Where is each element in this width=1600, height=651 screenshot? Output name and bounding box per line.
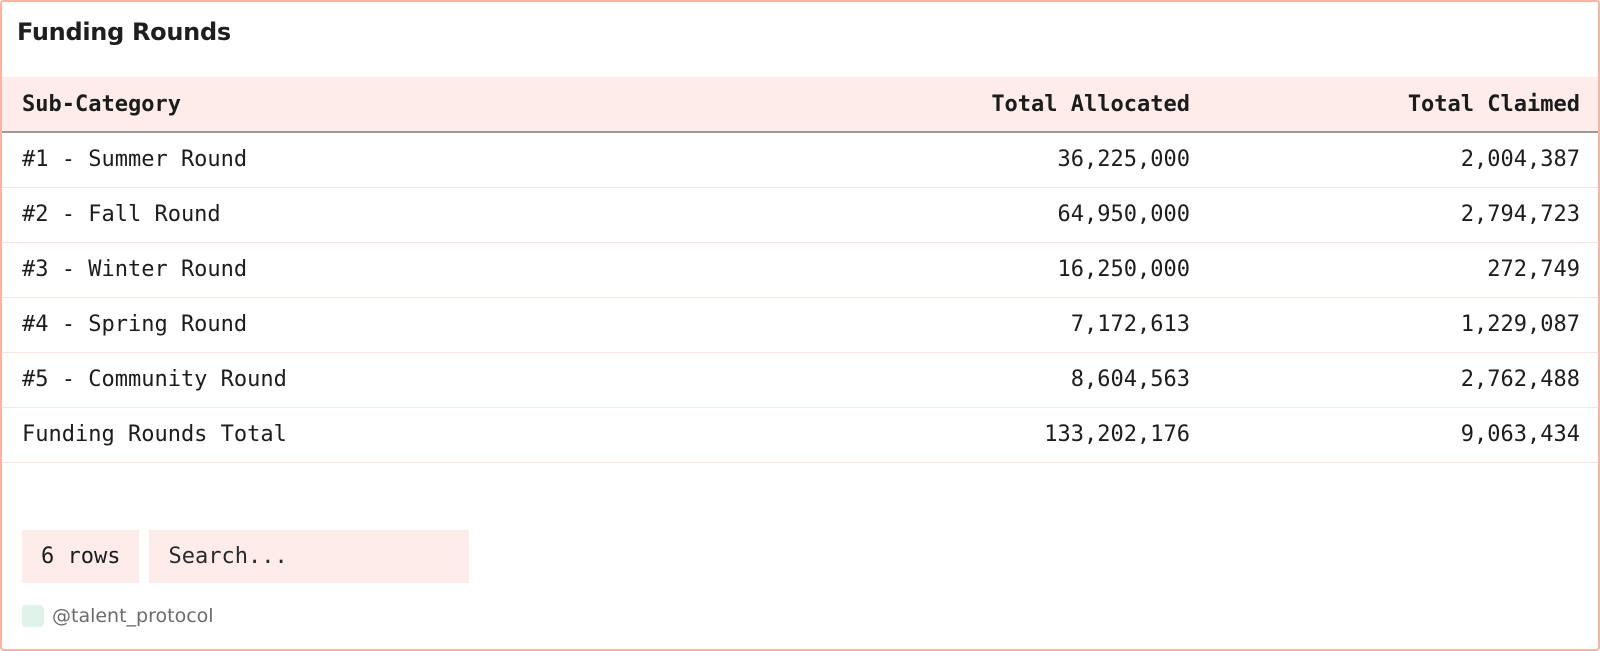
row-count-badge: 6 rows — [22, 530, 140, 583]
table-row: #3 - Winter Round 16,250,000 272,749 — [2, 242, 1598, 298]
table-footer-controls: 6 rows — [22, 530, 470, 583]
cell-total-claimed: 1,229,087 — [1208, 297, 1598, 353]
cell-total-claimed: 272,749 — [1208, 242, 1598, 298]
cell-total-allocated: 133,202,176 — [740, 407, 1208, 463]
cell-total-claimed: 2,794,723 — [1208, 187, 1598, 243]
table-row: #4 - Spring Round 7,172,613 1,229,087 — [2, 297, 1598, 353]
table-row: #2 - Fall Round 64,950,000 2,794,723 — [2, 187, 1598, 243]
column-header-total-allocated[interactable]: Total Allocated — [740, 77, 1208, 133]
cell-total-allocated: 64,950,000 — [740, 187, 1208, 243]
card-title: Funding Rounds — [17, 18, 231, 46]
cell-sub-category: #1 - Summer Round — [2, 132, 740, 188]
column-header-sub-category[interactable]: Sub-Category — [2, 77, 740, 133]
table-row: #5 - Community Round 8,604,563 2,762,488 — [2, 352, 1598, 408]
cell-total-allocated: 8,604,563 — [740, 352, 1208, 408]
cell-total-allocated: 16,250,000 — [740, 242, 1208, 298]
search-input[interactable] — [149, 530, 470, 583]
cell-sub-category: #2 - Fall Round — [2, 187, 740, 243]
column-header-total-claimed[interactable]: Total Claimed — [1208, 77, 1598, 133]
cell-sub-category: #5 - Community Round — [2, 352, 740, 408]
cell-total-allocated: 36,225,000 — [740, 132, 1208, 188]
cell-sub-category: #4 - Spring Round — [2, 297, 740, 353]
creator-avatar-icon — [22, 605, 44, 627]
data-table: Sub-Category Total Allocated Total Claim… — [2, 77, 1598, 463]
creator-handle[interactable]: @talent_protocol — [52, 605, 214, 627]
creator-attribution[interactable]: @talent_protocol — [22, 605, 214, 627]
cell-total-claimed: 2,762,488 — [1208, 352, 1598, 408]
cell-total-allocated: 7,172,613 — [740, 297, 1208, 353]
cell-total-claimed: 2,004,387 — [1208, 132, 1598, 188]
table-header-row: Sub-Category Total Allocated Total Claim… — [2, 77, 1598, 133]
cell-total-claimed: 9,063,434 — [1208, 407, 1598, 463]
cell-sub-category: #3 - Winter Round — [2, 242, 740, 298]
table-row: #1 - Summer Round 36,225,000 2,004,387 — [2, 132, 1598, 188]
cell-sub-category: Funding Rounds Total — [2, 407, 740, 463]
table-total-row: Funding Rounds Total 133,202,176 9,063,4… — [2, 407, 1598, 463]
